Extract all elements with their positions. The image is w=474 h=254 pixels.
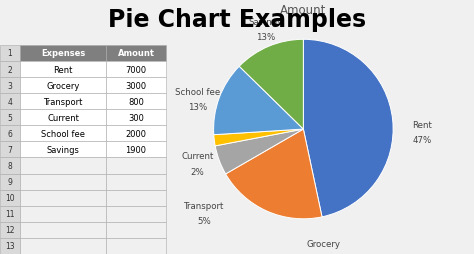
- Text: 11: 11: [5, 210, 15, 218]
- Text: 3: 3: [8, 81, 12, 90]
- Bar: [106, 126, 166, 142]
- Text: School fee: School fee: [41, 129, 85, 138]
- Bar: [20, 126, 106, 142]
- Bar: [20, 190, 106, 206]
- Bar: [0, 94, 20, 110]
- Text: 13: 13: [5, 242, 15, 250]
- Bar: [106, 62, 166, 78]
- Text: 2: 2: [8, 65, 12, 74]
- Text: 2000: 2000: [126, 129, 146, 138]
- Bar: [0, 126, 20, 142]
- Text: Rent: Rent: [412, 121, 432, 130]
- Bar: [106, 222, 166, 238]
- Text: 13%: 13%: [188, 103, 207, 112]
- Bar: [0, 110, 20, 126]
- Bar: [0, 206, 20, 222]
- Text: 5: 5: [8, 113, 12, 122]
- Bar: [106, 206, 166, 222]
- Text: 1900: 1900: [126, 145, 146, 154]
- Text: Expenses: Expenses: [41, 49, 85, 58]
- Bar: [0, 142, 20, 158]
- Bar: [106, 238, 166, 254]
- Text: Rent: Rent: [54, 65, 73, 74]
- Text: 300: 300: [128, 113, 144, 122]
- Wedge shape: [303, 40, 393, 217]
- Bar: [106, 78, 166, 94]
- Text: 2%: 2%: [191, 167, 204, 176]
- Bar: [20, 78, 106, 94]
- Text: Transport: Transport: [184, 201, 225, 210]
- Text: Pie Chart Examples: Pie Chart Examples: [108, 8, 366, 31]
- Text: Current: Current: [181, 152, 214, 161]
- Bar: [0, 62, 20, 78]
- Bar: [0, 158, 20, 174]
- Bar: [0, 46, 20, 62]
- Bar: [20, 142, 106, 158]
- Bar: [20, 46, 106, 62]
- Text: School fee: School fee: [175, 88, 220, 97]
- Title: Amount: Amount: [280, 4, 327, 17]
- Bar: [106, 142, 166, 158]
- Bar: [20, 222, 106, 238]
- Wedge shape: [239, 40, 303, 130]
- Bar: [0, 174, 20, 190]
- Text: Grocery: Grocery: [306, 240, 340, 248]
- Text: 12: 12: [5, 226, 15, 234]
- Wedge shape: [214, 67, 303, 135]
- Text: Savings: Savings: [46, 145, 80, 154]
- Wedge shape: [215, 130, 303, 174]
- Bar: [20, 206, 106, 222]
- Bar: [20, 94, 106, 110]
- Text: 800: 800: [128, 97, 144, 106]
- Text: 9: 9: [8, 178, 12, 186]
- Bar: [106, 110, 166, 126]
- Text: 8: 8: [8, 161, 12, 170]
- Text: 4: 4: [8, 97, 12, 106]
- Wedge shape: [214, 130, 303, 146]
- Text: 7000: 7000: [126, 65, 146, 74]
- Bar: [20, 110, 106, 126]
- Text: 5%: 5%: [198, 216, 211, 225]
- Text: 47%: 47%: [412, 136, 431, 145]
- Text: 7: 7: [8, 145, 12, 154]
- Bar: [106, 174, 166, 190]
- Text: Savings: Savings: [249, 18, 283, 27]
- Bar: [20, 238, 106, 254]
- Bar: [0, 222, 20, 238]
- Bar: [0, 190, 20, 206]
- Text: 3000: 3000: [126, 81, 146, 90]
- Text: Amount: Amount: [118, 49, 155, 58]
- Text: Current: Current: [47, 113, 79, 122]
- Bar: [106, 46, 166, 62]
- Wedge shape: [226, 130, 322, 219]
- Bar: [0, 238, 20, 254]
- Text: 10: 10: [5, 194, 15, 202]
- Text: 1: 1: [8, 49, 12, 58]
- Bar: [106, 94, 166, 110]
- Bar: [20, 158, 106, 174]
- Text: 13%: 13%: [256, 33, 275, 42]
- Text: Transport: Transport: [43, 97, 83, 106]
- Bar: [20, 62, 106, 78]
- Text: 6: 6: [8, 129, 12, 138]
- Bar: [106, 158, 166, 174]
- Bar: [106, 190, 166, 206]
- Bar: [0, 78, 20, 94]
- Bar: [20, 174, 106, 190]
- Text: Grocery: Grocery: [46, 81, 80, 90]
